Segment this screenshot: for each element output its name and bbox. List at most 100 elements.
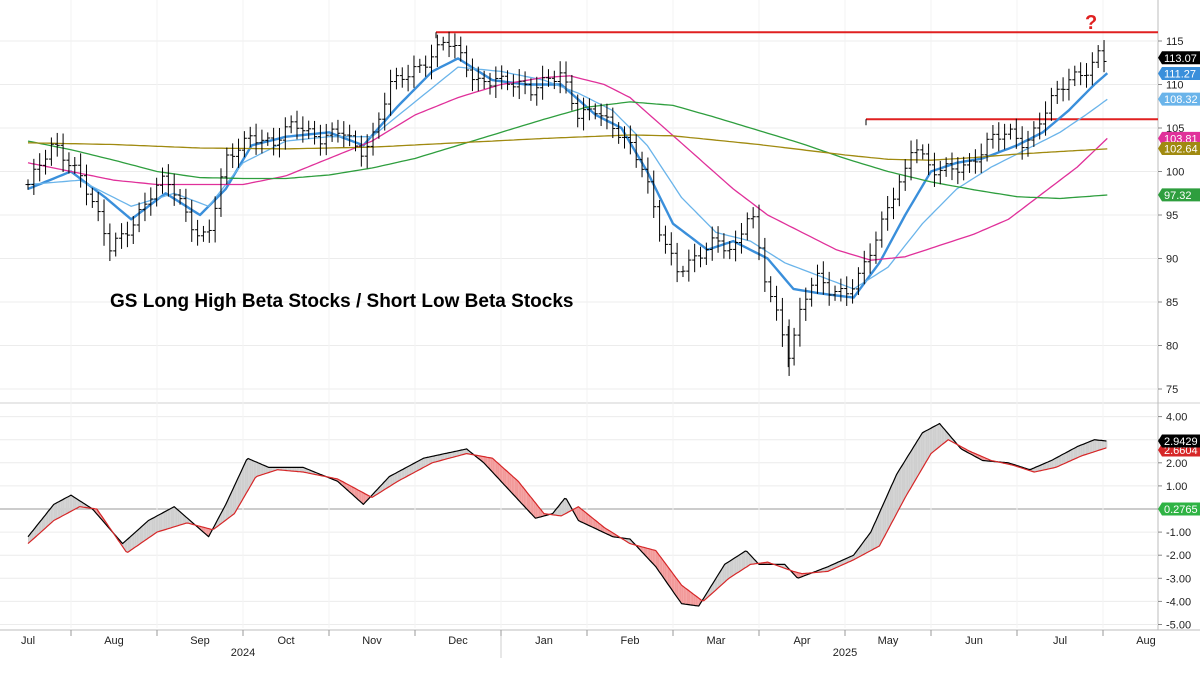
osc-fill-above <box>827 565 830 572</box>
osc-fill-above <box>901 463 904 504</box>
osc-fill-above <box>566 498 569 514</box>
osc-fill-above <box>418 460 421 471</box>
osc-fill-above <box>415 461 417 473</box>
osc-fill-below <box>685 587 687 605</box>
osc-fill-below <box>538 507 541 518</box>
osc-fill-above <box>743 551 746 569</box>
osc-fill-above <box>924 430 926 466</box>
osc-fill-above <box>839 560 842 566</box>
osc-fill-above <box>1044 462 1047 470</box>
osc-fill-above <box>728 561 730 580</box>
osc-fill-below <box>698 598 701 607</box>
osc-fill-above <box>1054 457 1057 468</box>
osc-fill-above <box>1034 467 1036 473</box>
osc-fill-below <box>525 489 527 509</box>
osc-fill-below <box>487 457 489 469</box>
osc-fill-above <box>564 498 567 515</box>
osc-fill-above <box>237 474 240 508</box>
osc-fill-below <box>519 483 522 504</box>
osc-fill-above <box>936 424 938 450</box>
osc-fill-above <box>48 508 51 526</box>
osc-fill-below <box>526 492 529 511</box>
osc-fill-above <box>736 555 739 574</box>
osc-fill-above <box>268 467 271 473</box>
osc-fill-above <box>889 485 892 527</box>
chart-title: GS Long High Beta Stocks / Short Low Bet… <box>110 291 573 312</box>
osc-fill-above <box>562 498 565 516</box>
osc-fill-above <box>1061 454 1064 465</box>
osc-fill-below <box>351 486 354 496</box>
osc-fill-below <box>502 467 505 485</box>
osc-fill-below <box>497 462 500 480</box>
osc-fill-below <box>650 549 653 564</box>
osc-fill-above <box>741 552 744 570</box>
osc-fill-above <box>1039 464 1042 471</box>
osc-fill-above <box>716 575 718 590</box>
osc-fill-above <box>1104 440 1107 449</box>
osc-fill-below <box>531 498 534 517</box>
x-tick-label: Jul <box>1053 635 1067 647</box>
osc-fill-below <box>645 547 648 558</box>
osc-fill-below <box>511 475 514 495</box>
value-badge: 113.07 <box>1164 53 1197 65</box>
osc-fill-below <box>485 456 488 467</box>
osc-fill-above <box>846 557 849 563</box>
osc-fill-below <box>662 559 665 580</box>
osc-fill-above <box>898 468 901 511</box>
osc-fill-above <box>244 460 247 496</box>
osc-fill-above <box>170 507 173 528</box>
osc-fill-above <box>43 515 46 530</box>
x-tick-label: Mar <box>707 635 726 647</box>
x-tick-label: Aug <box>104 635 124 647</box>
osc-fill-above <box>717 572 720 589</box>
osc-fill-above <box>291 467 293 472</box>
osc-fill-above <box>912 446 914 486</box>
osc-fill-above <box>843 559 845 565</box>
osc-fill-above <box>387 476 390 488</box>
osc-fill-above <box>1090 440 1093 453</box>
osc-fill-below <box>206 528 209 537</box>
osc-fill-above <box>222 507 225 523</box>
osc-fill-above <box>1103 440 1105 449</box>
y-tick-label: 75 <box>1166 384 1178 396</box>
osc-fill-above <box>1106 440 1108 448</box>
x-axis: Jul Aug Sep Oct Nov Dec Jan Feb Mar Apr May Jun Jul A… <box>21 630 1156 659</box>
osc-fill-above <box>60 499 63 517</box>
osc-fill-below <box>349 485 352 494</box>
osc-fill-above <box>232 485 235 515</box>
x-tick-label: Dec <box>448 635 468 647</box>
osc-fill-above <box>1065 452 1067 464</box>
osc-fill-above <box>1037 465 1040 472</box>
osc-fill-above <box>877 512 880 547</box>
osc-fill-above <box>748 553 751 566</box>
osc-fill-below <box>674 575 677 597</box>
osc-fill-above <box>50 506 53 524</box>
osc-fill-above <box>127 537 130 553</box>
ma-line-ma-200 <box>27 134 1108 161</box>
osc-fill-above <box>143 523 145 542</box>
y-tick-label: 95 <box>1166 210 1178 222</box>
ma-line-ma-50 <box>27 75 1108 261</box>
osc-fill-above <box>850 555 852 562</box>
osc-fill-above <box>724 563 727 583</box>
osc-fill-above <box>31 530 34 541</box>
osc-fill-above <box>554 509 557 516</box>
osc-fill-above <box>404 467 407 478</box>
osc-fill-above <box>433 455 436 463</box>
osc-fill-above <box>1046 461 1048 470</box>
osc-fill-above <box>908 452 911 492</box>
osc-fill-above <box>1080 444 1083 457</box>
osc-fill-above <box>449 452 452 459</box>
osc-fill-above <box>905 457 907 498</box>
osc-fill-above <box>435 455 438 462</box>
osc-fill-above <box>227 496 230 519</box>
osc-fill-below <box>667 566 670 587</box>
y-tick-label: 4.00 <box>1166 412 1187 424</box>
x-tick-label: Aug <box>1136 635 1156 647</box>
osc-fill-above <box>294 467 297 472</box>
osc-fill-above <box>893 478 895 521</box>
value-badge: 97.32 <box>1164 190 1192 202</box>
osc-fill-below <box>597 521 600 531</box>
osc-fill-above <box>413 462 415 473</box>
